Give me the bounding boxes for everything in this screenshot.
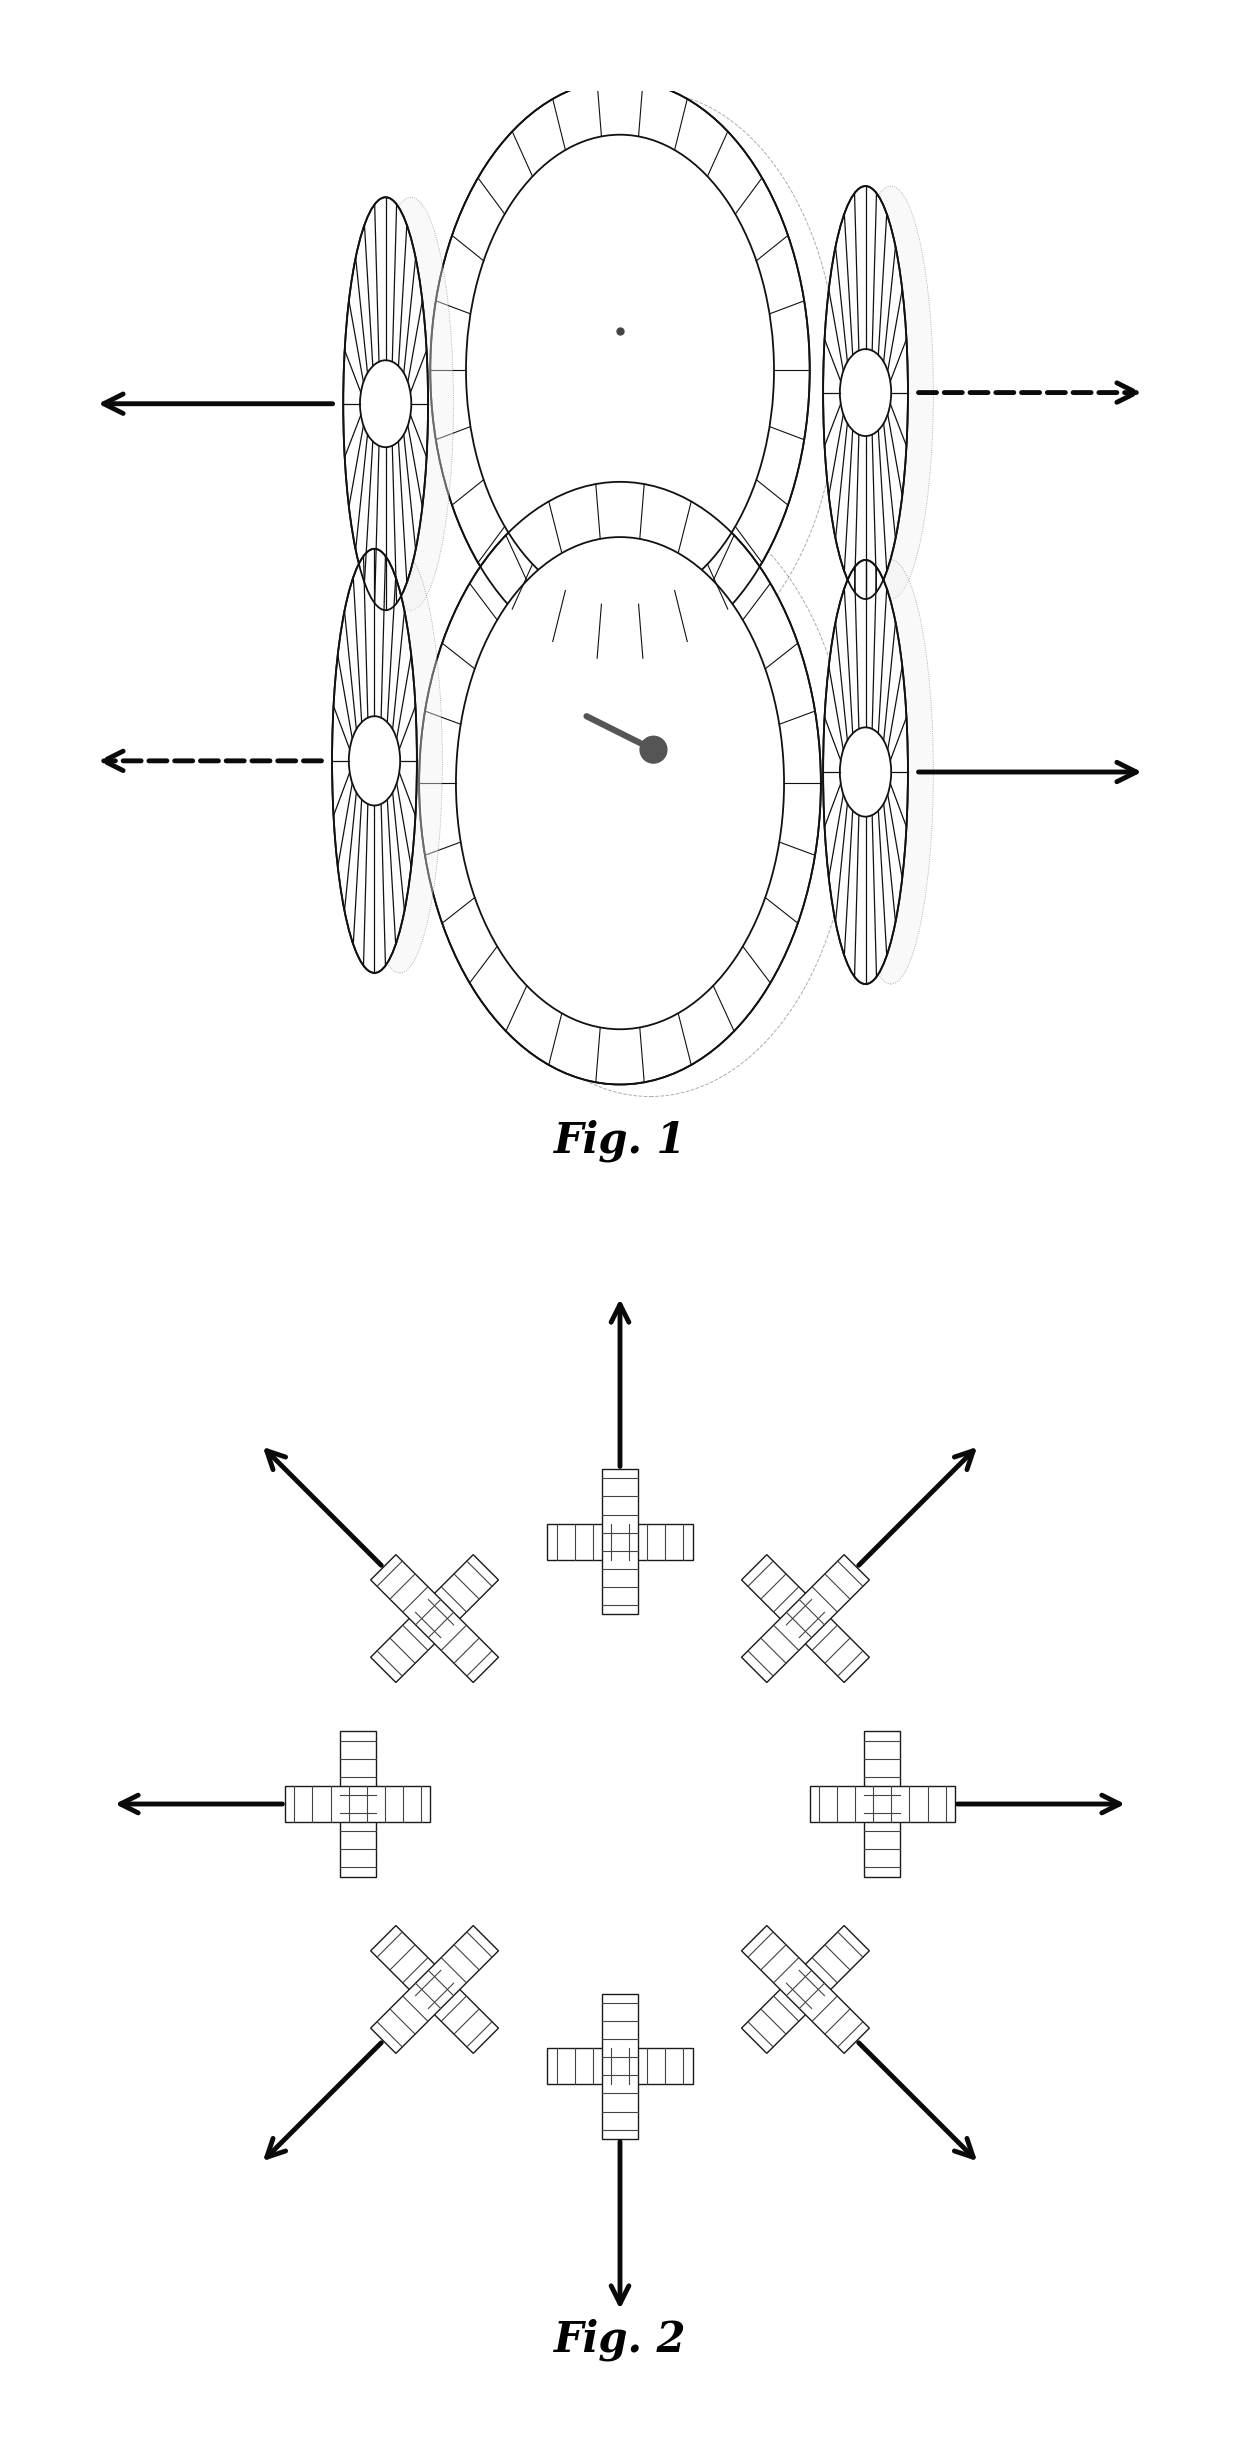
Text: Fig. 2: Fig. 2 bbox=[554, 2318, 686, 2362]
Ellipse shape bbox=[343, 198, 428, 610]
Ellipse shape bbox=[823, 561, 908, 985]
Ellipse shape bbox=[430, 81, 810, 662]
Bar bbox=[603, 1994, 637, 2139]
Circle shape bbox=[640, 737, 667, 762]
Bar bbox=[742, 1926, 869, 2053]
Ellipse shape bbox=[357, 549, 443, 973]
Ellipse shape bbox=[466, 135, 774, 605]
Bar bbox=[371, 1556, 498, 1683]
Ellipse shape bbox=[839, 728, 892, 816]
Ellipse shape bbox=[419, 483, 821, 1085]
Ellipse shape bbox=[360, 360, 412, 448]
Bar bbox=[864, 1732, 900, 1877]
Bar bbox=[285, 1786, 430, 1823]
Bar bbox=[548, 2048, 693, 2085]
Ellipse shape bbox=[368, 198, 454, 610]
Ellipse shape bbox=[823, 186, 908, 600]
Ellipse shape bbox=[348, 715, 401, 806]
Ellipse shape bbox=[848, 561, 934, 985]
Bar bbox=[371, 1926, 498, 2053]
Bar bbox=[371, 1556, 498, 1683]
Bar bbox=[340, 1732, 376, 1877]
Bar bbox=[547, 1524, 692, 1561]
Text: Fig. 1: Fig. 1 bbox=[554, 1120, 686, 1161]
Bar bbox=[371, 1926, 498, 2053]
Bar bbox=[603, 1470, 637, 1615]
Bar bbox=[742, 1926, 869, 2053]
Bar bbox=[742, 1556, 869, 1683]
Ellipse shape bbox=[456, 537, 784, 1029]
Ellipse shape bbox=[839, 348, 892, 436]
Ellipse shape bbox=[332, 549, 417, 973]
Ellipse shape bbox=[848, 186, 934, 600]
Bar bbox=[810, 1786, 955, 1823]
Bar bbox=[742, 1556, 869, 1683]
